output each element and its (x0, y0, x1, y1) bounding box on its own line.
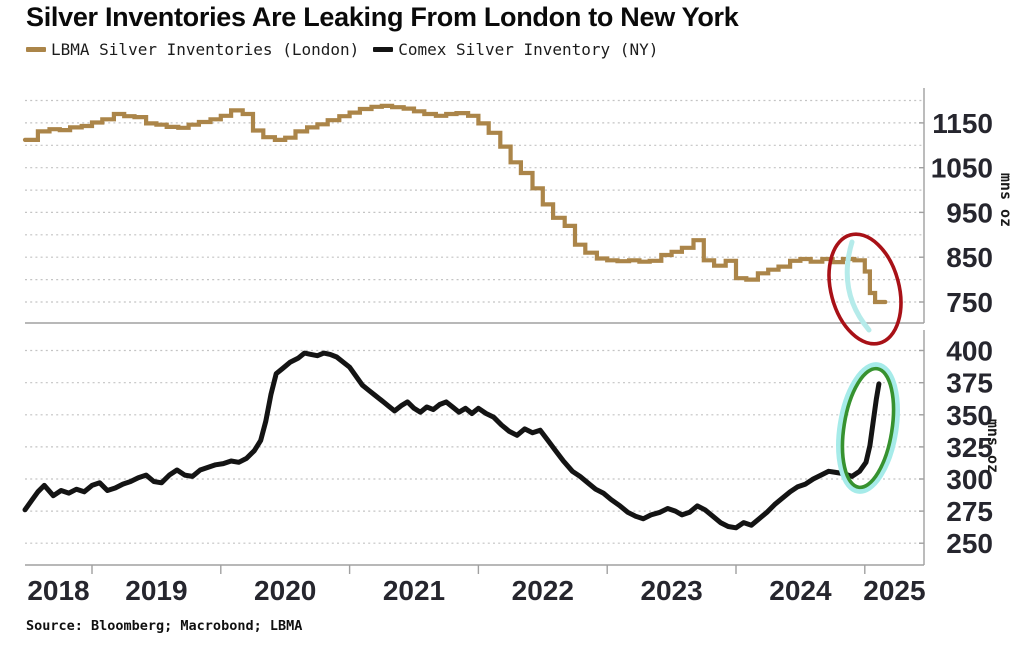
x-tick-label: 2022 (512, 575, 574, 606)
y-tick-label: 250 (946, 528, 993, 559)
chart-title: Silver Inventories Are Leaking From Lond… (26, 2, 739, 32)
green-glow-annotation (836, 362, 900, 494)
y-tick-label: 1050 (931, 153, 993, 184)
y-tick-label: 275 (946, 496, 993, 527)
x-tick-label: 2019 (125, 575, 187, 606)
legend: LBMA Silver Inventories (London) Comex S… (26, 40, 658, 59)
red-circle-annotation (827, 232, 903, 346)
series-line-lbma (22, 103, 888, 305)
y-tick-label: 300 (946, 464, 993, 495)
legend-label-lbma: LBMA Silver Inventories (London) (51, 40, 360, 59)
legend-item-comex: Comex Silver Inventory (NY) (373, 40, 658, 59)
green-circle-annotation (840, 366, 896, 490)
x-tick-label: 2020 (254, 575, 316, 606)
y-tick-label: 325 (946, 432, 993, 463)
legend-item-lbma: LBMA Silver Inventories (London) (26, 40, 359, 59)
source-note: Source: Bloomberg; Macrobond; LBMA (26, 618, 303, 634)
series-line-comex (22, 350, 882, 531)
y-tick-label: 950 (946, 197, 993, 228)
cyan-highlight-arc (844, 239, 872, 333)
comex-line-swatch-icon (373, 47, 394, 52)
x-tick-label: 2021 (383, 575, 445, 606)
x-tick-label: 2018 (27, 575, 89, 606)
y-tick-label: 1150 (932, 108, 993, 139)
y-tick-label: 375 (946, 368, 993, 399)
x-tick-label: 2023 (640, 575, 702, 606)
y-tick-label: 350 (946, 400, 993, 431)
comex-y-axis-unit-label: mns oz (984, 419, 1002, 473)
y-tick-label: 750 (946, 287, 993, 318)
lbma-line-swatch-icon (26, 47, 46, 52)
lbma-y-axis-unit-label: mns oz (997, 173, 1015, 227)
y-tick-label: 850 (946, 242, 993, 273)
y-tick-label: 400 (946, 336, 993, 367)
x-tick-label: 2025 (863, 575, 925, 606)
x-tick-label: 2024 (769, 575, 832, 606)
legend-label-comex: Comex Silver Inventory (NY) (398, 40, 659, 59)
